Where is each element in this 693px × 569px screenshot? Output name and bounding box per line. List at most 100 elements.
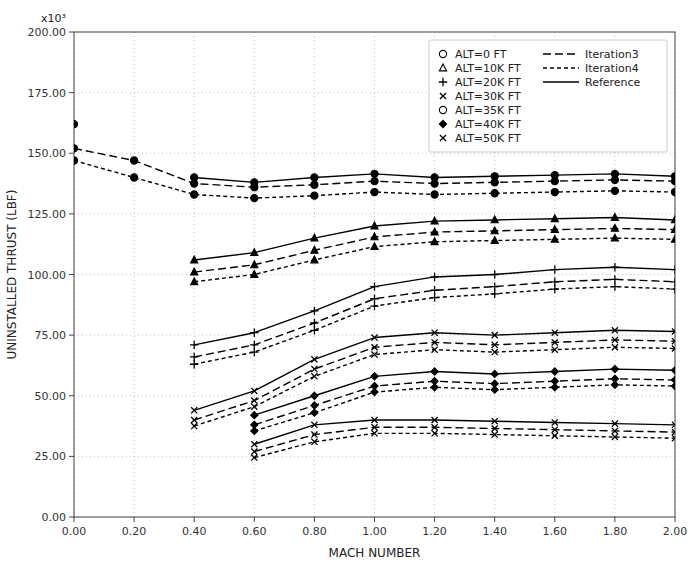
point (370, 295, 378, 303)
x-tick (314, 517, 315, 522)
grid-line (74, 456, 675, 457)
point (251, 455, 257, 461)
line (74, 161, 675, 199)
point (430, 286, 438, 294)
grid-line (74, 335, 675, 336)
point (551, 226, 558, 233)
y-tick (69, 153, 74, 154)
point (371, 373, 378, 380)
point (612, 344, 618, 350)
x-tick (675, 517, 676, 522)
y-tick-label: 0.00 (42, 511, 67, 524)
point (191, 278, 198, 285)
legend-symbol (543, 81, 579, 82)
point (431, 191, 438, 198)
point (371, 344, 377, 350)
point (191, 191, 198, 198)
point (311, 246, 318, 253)
point (432, 339, 438, 345)
point (371, 389, 378, 396)
point (311, 392, 318, 399)
y-tick (69, 213, 74, 214)
x-tick (434, 517, 435, 522)
point (432, 347, 438, 353)
x-tick-label: 1.80 (603, 525, 628, 538)
point (311, 402, 318, 409)
legend-label: Iteration4 (585, 62, 639, 75)
series (191, 214, 675, 263)
point (371, 417, 377, 423)
y-axis-label: UNINSTALLED THRUST (LBF) (5, 190, 19, 360)
x-tick-label: 1.20 (422, 525, 447, 538)
x-tick (494, 517, 495, 522)
x-tick-label: 2.00 (663, 525, 688, 538)
line (254, 379, 675, 425)
x-tick-label: 0.20 (122, 525, 147, 538)
point (611, 224, 618, 231)
grid-line (74, 213, 675, 214)
x-tick (374, 517, 375, 522)
point (612, 337, 618, 343)
point (551, 278, 559, 286)
point (251, 427, 258, 434)
point (191, 180, 198, 187)
y-tick (69, 32, 74, 33)
point (311, 366, 317, 372)
point (611, 176, 618, 183)
legend-symbol (439, 50, 446, 57)
point (250, 348, 258, 356)
point (251, 195, 258, 202)
point (551, 178, 558, 185)
point (191, 256, 198, 263)
point (251, 412, 258, 419)
legend-label: ALT=20K FT (455, 76, 521, 89)
y-tick (69, 335, 74, 336)
point (311, 256, 318, 263)
point (551, 285, 559, 293)
point (251, 388, 257, 394)
point (311, 356, 317, 362)
line (194, 238, 675, 282)
series (251, 430, 675, 460)
series (190, 282, 675, 368)
point (371, 243, 378, 250)
point (491, 237, 498, 244)
annotation: x10³ (41, 12, 66, 25)
point (672, 345, 675, 351)
y-tick-label: 150.00 (28, 147, 67, 160)
point (371, 178, 378, 185)
point (250, 341, 258, 349)
point (671, 216, 675, 223)
y-tick-label: 25.00 (35, 450, 67, 463)
point (371, 233, 378, 240)
x-tick-label: 1.60 (543, 525, 568, 538)
point (551, 235, 558, 242)
point (611, 214, 618, 221)
x-tick-label: 0.60 (242, 525, 267, 538)
chart: 0.000.200.400.600.801.001.201.401.601.80… (0, 0, 693, 569)
point (492, 332, 498, 338)
y-tick-label: 125.00 (28, 208, 67, 221)
legend-box (429, 40, 667, 152)
x-tick-label: 1.00 (362, 525, 387, 538)
x-axis-label: MACH NUMBER (329, 546, 421, 560)
x-tick (614, 517, 615, 522)
point (311, 181, 318, 188)
x-tick-label: 1.40 (482, 525, 507, 538)
point (131, 157, 138, 164)
grid-line (74, 274, 675, 275)
point (190, 360, 198, 368)
point (671, 278, 675, 286)
point (432, 430, 438, 436)
line (194, 347, 675, 426)
point (491, 190, 498, 197)
legend-symbol (439, 64, 446, 71)
point (251, 184, 258, 191)
point (492, 342, 498, 348)
y-tick (69, 274, 74, 275)
legend-label: ALT=40K FT (455, 118, 521, 131)
grid (74, 32, 675, 517)
point (431, 368, 438, 375)
point (492, 425, 498, 431)
y-tick-label: 75.00 (35, 329, 67, 342)
